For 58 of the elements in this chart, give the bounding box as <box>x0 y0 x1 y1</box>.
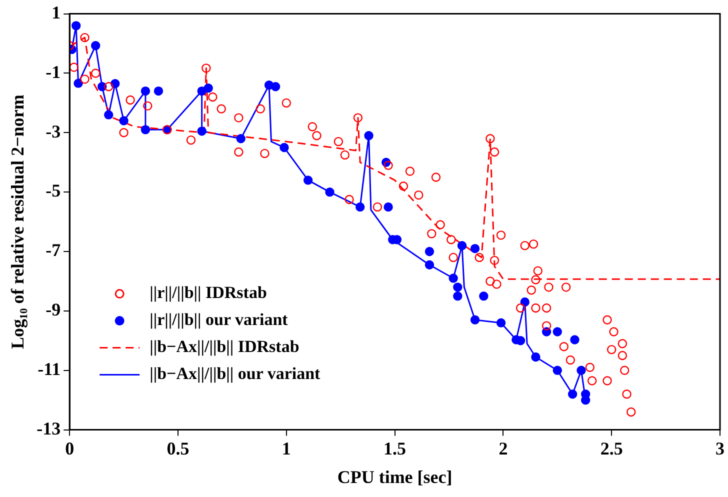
point <box>364 131 374 140</box>
point <box>270 82 280 92</box>
point <box>384 202 393 212</box>
point <box>140 125 150 134</box>
legend-label: ||r||/||b|| IDRstab <box>150 283 267 302</box>
point <box>356 202 365 212</box>
point <box>140 86 150 96</box>
x-tick-label: 2.5 <box>600 438 623 458</box>
y-tick-label: -13 <box>36 418 61 438</box>
point <box>520 297 530 307</box>
point <box>576 366 586 375</box>
x-tick-label: 1 <box>282 438 291 458</box>
legend-label: ||r||/||b|| our variant <box>150 310 288 330</box>
point <box>91 40 100 50</box>
point <box>280 142 289 152</box>
point <box>236 134 246 144</box>
point <box>197 126 206 136</box>
point <box>424 246 434 256</box>
point <box>72 21 81 30</box>
x-tick-label: 1.5 <box>384 438 406 458</box>
point <box>448 274 458 283</box>
point <box>479 291 488 301</box>
point <box>325 187 334 197</box>
y-tick-label: -1 <box>46 62 61 82</box>
y-tick-label: 1 <box>52 2 61 22</box>
point <box>531 352 540 362</box>
y-tick-label: -5 <box>46 180 61 201</box>
point <box>580 390 590 399</box>
x-tick-label: 3 <box>716 438 724 458</box>
point <box>470 315 480 324</box>
legend-label: ||b−Ax||/||b|| IDRstab <box>150 337 300 356</box>
point <box>154 86 164 96</box>
y-tick-label: -11 <box>38 359 61 380</box>
y-axis-title: Log₁₀ of relative residual 2−norm <box>7 94 28 349</box>
y-tick-label: -3 <box>46 121 61 142</box>
x-axis-title: CPU time [sec] <box>337 466 452 487</box>
point <box>453 291 462 301</box>
point <box>568 390 578 399</box>
x-tick-label: 2 <box>498 438 508 458</box>
point <box>470 244 480 254</box>
point <box>74 78 83 88</box>
point <box>552 366 562 375</box>
x-tick-label: 0.5 <box>166 438 190 458</box>
legend-label: ||b−Ax||/||b|| our variant <box>150 364 321 384</box>
x-tick-label: 0 <box>65 438 74 458</box>
point <box>570 335 580 344</box>
point <box>453 282 462 292</box>
point <box>119 116 128 126</box>
y-tick-label: -9 <box>46 300 61 320</box>
point <box>424 260 434 270</box>
point <box>457 240 467 250</box>
point <box>496 318 506 328</box>
point <box>204 83 213 93</box>
point <box>303 176 313 185</box>
point <box>552 327 562 336</box>
y-tick-label: -7 <box>46 240 61 260</box>
point <box>104 110 114 120</box>
point <box>110 79 120 88</box>
